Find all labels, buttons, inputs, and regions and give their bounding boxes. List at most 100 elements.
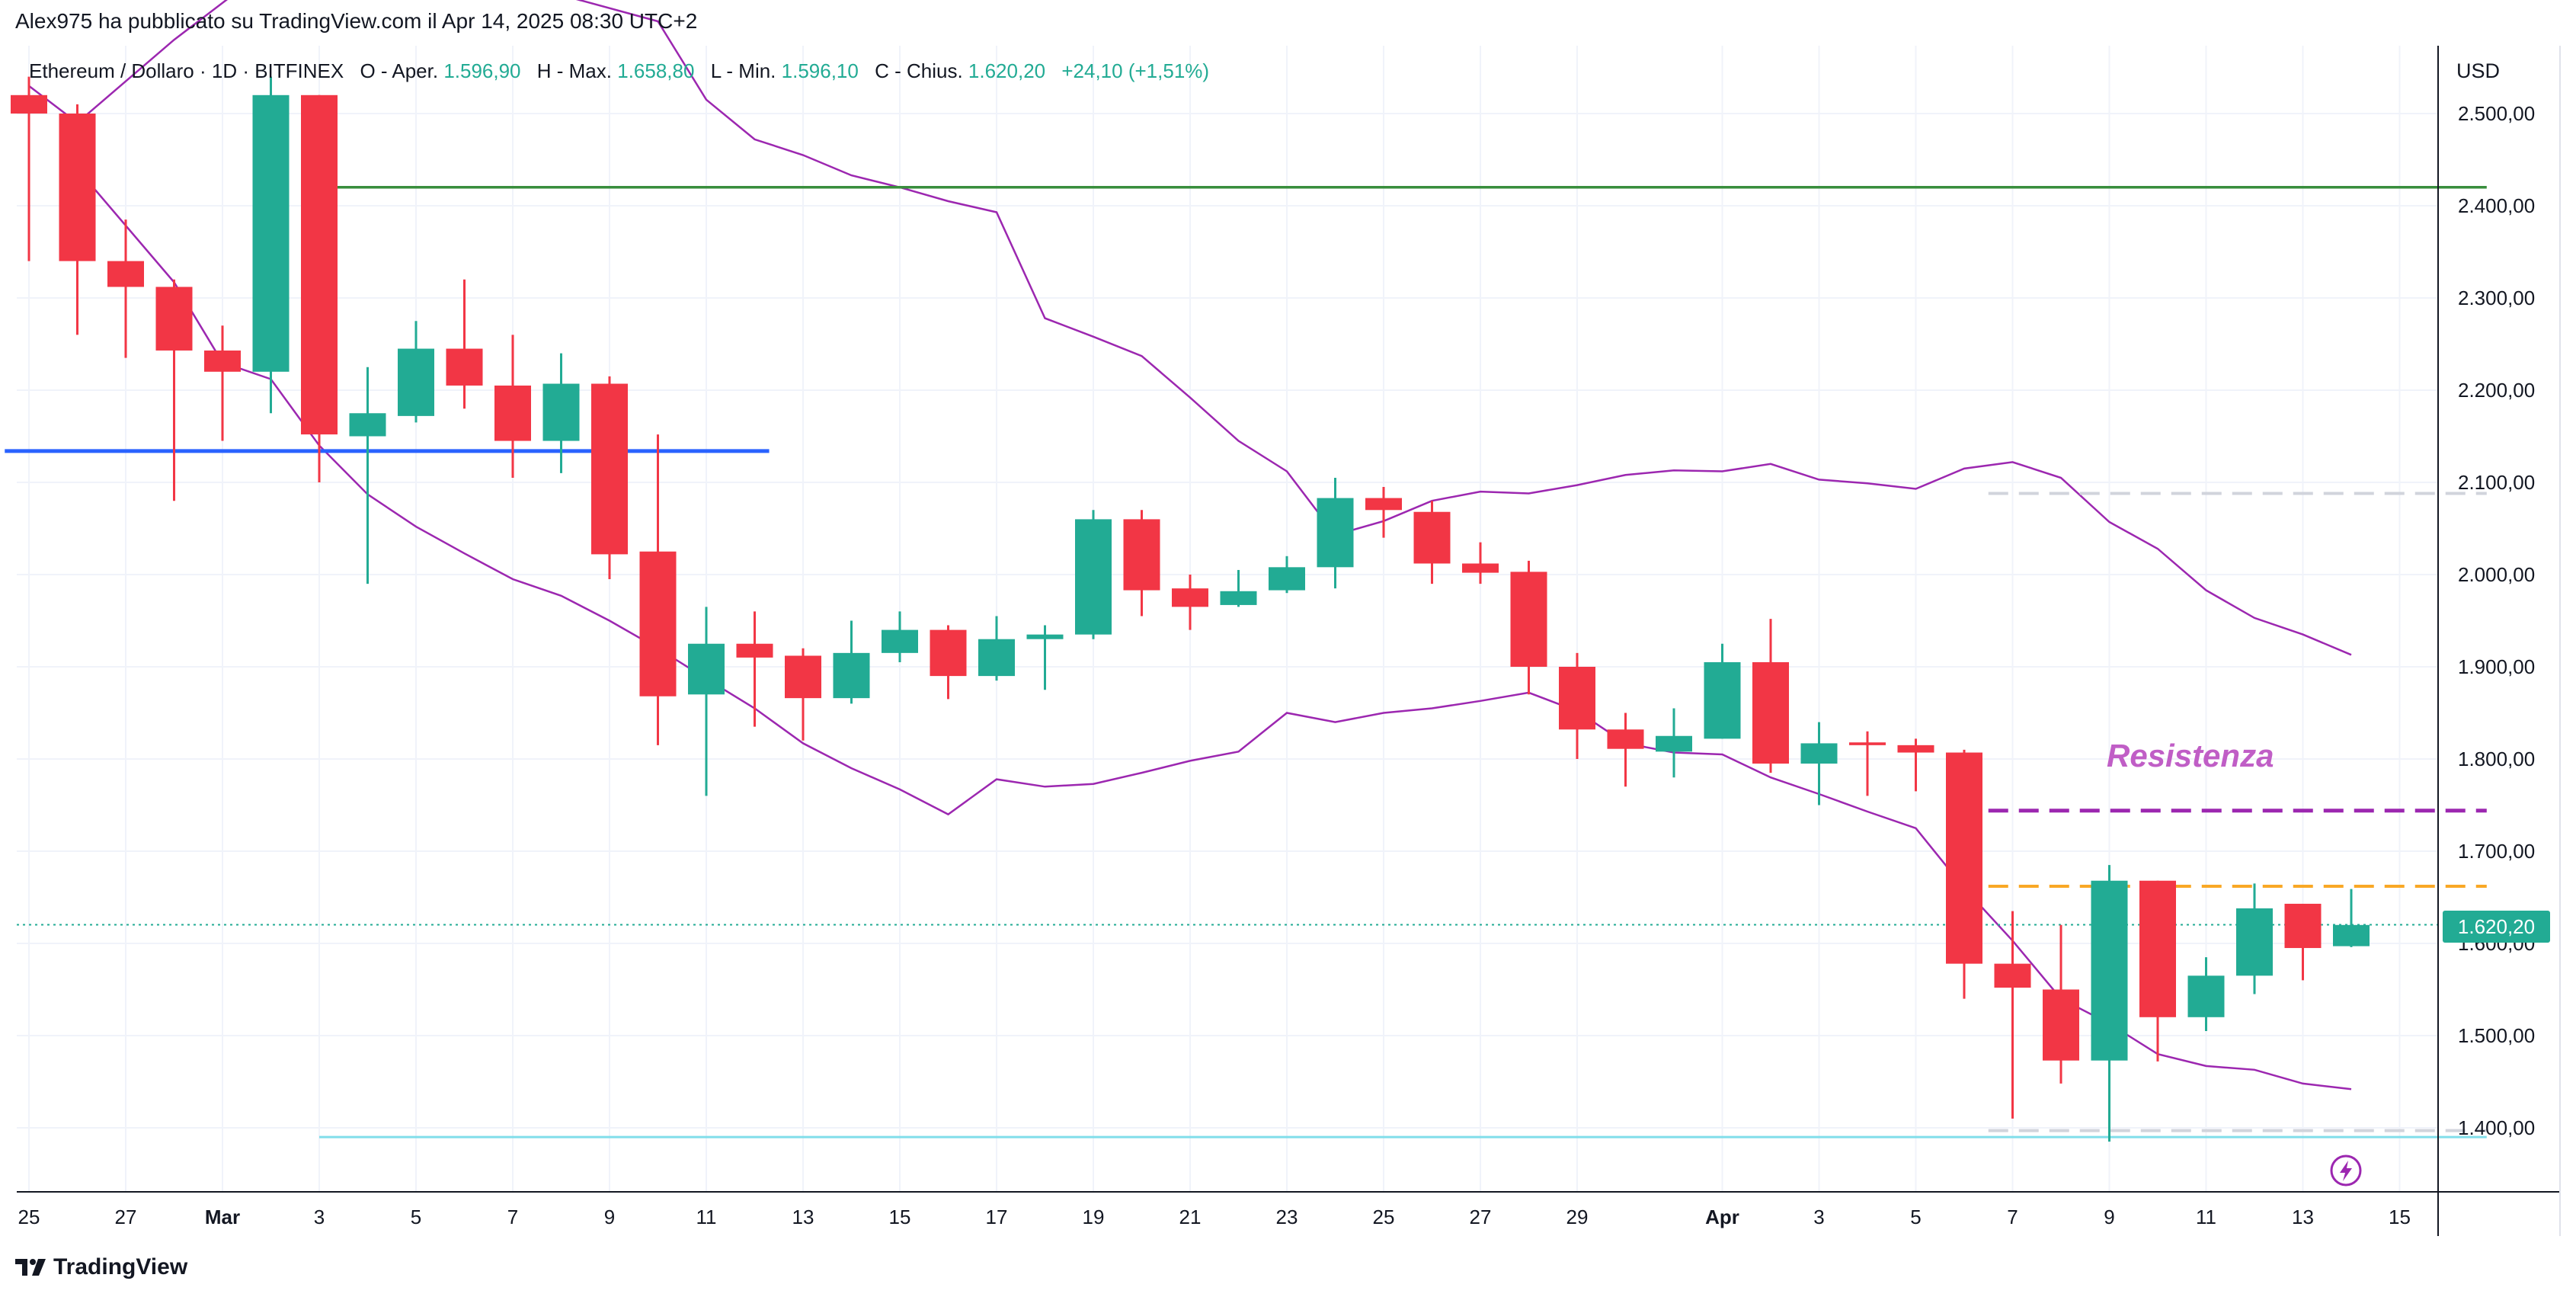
candle-body [398,348,434,416]
candle [1365,487,1402,538]
horizontal-levels [5,186,2487,1138]
candle [1849,731,1886,796]
candle-body [978,639,1015,677]
resistance-annotation: Resistenza [2107,738,2274,773]
date-tick-label: 25 [18,1206,40,1228]
date-tick-label: 7 [507,1206,518,1228]
candle [107,219,144,358]
price-tick-label: 2.000,00 [2458,563,2535,586]
candle [2236,883,2273,994]
candle-body [1559,667,1595,730]
candle [639,434,677,745]
candle-body [1123,519,1160,591]
close-label: C - Chius. [875,59,963,82]
close-value: 1.620,20 [968,59,1046,82]
candle-body [1897,745,1934,753]
candle-body [252,94,290,372]
candle [59,104,96,335]
candle-body [2043,989,2079,1061]
candle-body [1220,591,1257,605]
candle [1413,501,1451,584]
candle [301,94,338,482]
candle-body [446,348,483,386]
candle-body [639,551,677,697]
currency-label[interactable]: USD [2456,59,2501,82]
candle [349,367,386,584]
price-tick-label: 2.500,00 [2458,102,2535,125]
candle [1510,560,1547,695]
date-tick-label: Mar [205,1206,240,1228]
candle [1123,510,1160,616]
candle-body [2187,975,2225,1017]
candle-body [1462,563,1499,573]
candle-body [349,413,386,437]
candle [1172,575,1208,630]
low-label: L - Min. [710,59,776,82]
candle [542,353,580,473]
candle [2187,957,2225,1031]
candle-body [2284,903,2322,949]
candle-body [591,383,628,555]
candle [1752,619,1789,773]
date-tick-label: 3 [1813,1206,1824,1228]
date-tick-label: 13 [792,1206,814,1228]
candle-body [1704,661,1741,739]
candle-body [59,114,96,261]
candle [1026,625,1064,690]
date-tick-label: 9 [604,1206,615,1228]
candle [204,325,241,441]
date-tick-label: 5 [411,1206,421,1228]
candle-body [155,287,193,351]
price-tick-label: 1.800,00 [2458,748,2535,770]
candle-body [1413,511,1451,564]
date-tick-label: 17 [986,1206,1008,1228]
candle-body [494,385,531,441]
candle [930,625,967,700]
change-value: +24,10 (+1,51%) [1061,59,1210,82]
candle-body [107,261,144,287]
candle-body [1800,743,1838,764]
candle [736,611,773,727]
candle [252,76,290,414]
candle [1946,749,1982,999]
tradingview-brand[interactable]: TradingView [15,1254,187,1280]
date-tick-label: 9 [2104,1206,2114,1228]
date-tick-label: 5 [1910,1206,1921,1228]
date-tick-label: 11 [696,1206,717,1228]
candle [1897,738,1934,792]
low-value: 1.596,10 [781,59,859,82]
brand-name: TradingView [53,1254,188,1279]
date-tick-label: 27 [1470,1206,1492,1228]
candle [1994,911,2031,1119]
candles [11,76,2370,1142]
candle [785,648,821,741]
candle [1607,713,1644,787]
candle [446,279,483,409]
candle-body [1607,729,1644,749]
candle [1269,556,1305,594]
date-tick-label: 15 [2389,1206,2411,1228]
candle [2043,924,2079,1084]
candle [882,611,918,662]
date-tick-label: 27 [115,1206,137,1228]
candle-body [1656,735,1692,752]
candle-body [1317,498,1354,568]
candle [494,335,531,478]
candle [2139,880,2176,1062]
price-tick-label: 1.400,00 [2458,1116,2535,1139]
candle-body [204,350,241,372]
price-tick-label: 1.700,00 [2458,840,2535,863]
candle-body [833,652,870,699]
candle-body [930,629,967,677]
date-tick-label: 19 [1083,1206,1105,1228]
date-tick-label: 13 [2292,1206,2314,1228]
candle [2333,889,2370,947]
lower-band-line [76,168,2352,1090]
candle [11,76,47,261]
lightning-icon[interactable] [2328,1152,2364,1189]
candle [1075,510,1112,639]
candle [1462,542,1499,584]
date-tick-label: 29 [1566,1206,1589,1228]
candle-body [2139,880,2176,1017]
